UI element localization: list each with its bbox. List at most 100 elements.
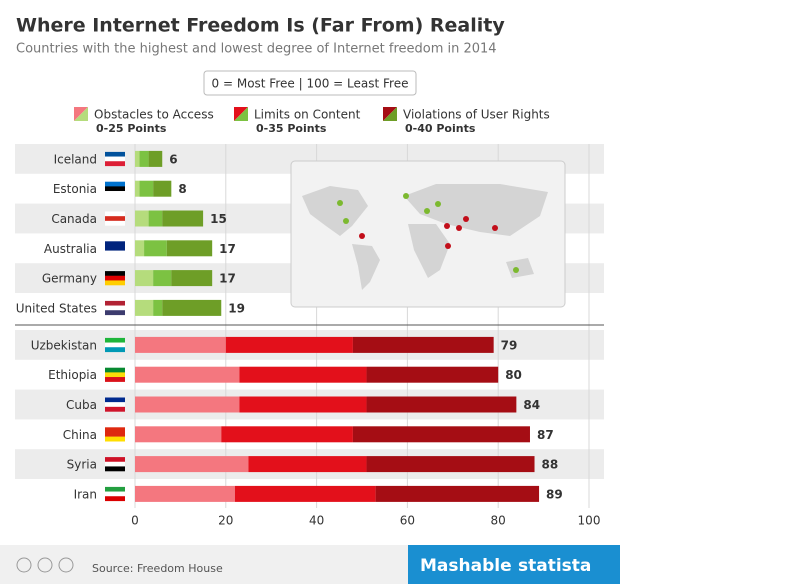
flag	[105, 397, 125, 403]
bar-segment	[148, 210, 163, 227]
bar-segment	[153, 270, 172, 287]
publisher: statista	[518, 556, 591, 576]
total-label: 87	[537, 428, 554, 442]
bar-segment	[366, 396, 517, 413]
legend-label: Limits on Content	[254, 108, 361, 122]
total-label: 15	[210, 212, 227, 226]
total-label: 17	[219, 242, 236, 256]
flag	[105, 367, 125, 373]
bar-segment	[135, 396, 240, 413]
flag	[105, 431, 125, 437]
flag	[105, 156, 125, 162]
category-label: Uzbekistan	[31, 338, 97, 352]
bar-segment	[139, 180, 154, 197]
legend-label: Violations of User Rights	[403, 108, 550, 122]
total-label: 84	[523, 398, 540, 412]
bar-segment	[171, 270, 213, 287]
bar-segment	[135, 150, 140, 167]
flag	[105, 300, 125, 306]
category-label: Iceland	[54, 152, 97, 166]
bar-segment	[352, 336, 494, 353]
x-tick-label: 60	[400, 514, 415, 528]
flag	[105, 161, 125, 167]
flag	[105, 216, 125, 222]
flag	[105, 347, 125, 353]
chart-subtitle: Countries with the highest and lowest de…	[16, 42, 497, 57]
bar-segment	[352, 426, 530, 443]
bar-segment	[162, 210, 204, 227]
flag	[105, 186, 125, 192]
x-tick-label: 20	[218, 514, 233, 528]
bar-segment	[135, 456, 249, 473]
legend-range: 0-40 Points	[405, 122, 476, 135]
category-label: China	[63, 428, 97, 442]
bar-segment	[239, 366, 367, 383]
category-label: United States	[16, 301, 97, 315]
x-tick-label: 100	[578, 514, 601, 528]
category-label: Iran	[74, 487, 97, 501]
world-map	[290, 160, 566, 308]
total-label: 89	[546, 487, 563, 501]
flag	[105, 245, 125, 251]
bar-segment	[144, 240, 167, 257]
bar-segment	[135, 336, 226, 353]
flag	[105, 406, 125, 412]
flag	[105, 280, 125, 286]
legend-swatch	[383, 107, 397, 121]
bar-segment	[139, 150, 149, 167]
source: Source: Freedom House	[92, 562, 223, 575]
x-tick-label: 40	[309, 514, 324, 528]
flag	[105, 436, 125, 442]
bar-segment	[234, 485, 376, 502]
total-label: 79	[501, 338, 518, 352]
scale-note-box	[203, 70, 417, 96]
brand: Mashable	[420, 556, 512, 576]
brand-banner	[408, 545, 620, 584]
total-label: 19	[228, 301, 245, 315]
bar-segment	[239, 396, 367, 413]
flag	[105, 337, 125, 343]
category-label: Cuba	[66, 398, 97, 412]
legend-swatch	[234, 107, 248, 121]
flag	[105, 220, 125, 226]
flag	[105, 250, 125, 256]
bar-segment	[148, 150, 163, 167]
bar-segment	[135, 485, 235, 502]
legend-swatch	[74, 107, 88, 121]
total-label: 17	[219, 272, 236, 286]
flag	[105, 271, 125, 276]
chart-title: Where Internet Freedom Is (Far From) Rea…	[16, 15, 505, 37]
bar-segment	[135, 210, 149, 227]
flag	[105, 181, 125, 187]
flag	[105, 491, 125, 497]
flag	[105, 211, 125, 217]
bar-segment	[225, 336, 353, 353]
bar-segment	[221, 426, 353, 443]
bar-segment	[135, 240, 145, 257]
total-label: 6	[169, 152, 177, 166]
x-tick-label: 80	[491, 514, 506, 528]
legend-range: 0-35 Points	[256, 122, 327, 135]
license-icons	[16, 557, 74, 573]
category-label: Syria	[67, 458, 97, 472]
flag	[105, 372, 125, 378]
bar-segment	[135, 270, 154, 287]
total-label: 8	[178, 182, 186, 196]
x-tick-label: 0	[131, 514, 139, 528]
flag	[105, 461, 125, 467]
flag	[105, 402, 125, 408]
flag	[105, 466, 125, 472]
flag	[105, 241, 125, 247]
bar-segment	[248, 456, 367, 473]
bar-segment	[153, 180, 172, 197]
bar-segment	[135, 426, 222, 443]
flag	[105, 305, 125, 311]
flag	[105, 486, 125, 492]
bar-segment	[366, 366, 499, 383]
category-label: Australia	[44, 242, 97, 256]
total-label: 80	[505, 368, 522, 382]
flag	[105, 151, 125, 157]
scale-note: 0 = Most Free | 100 = Least Free	[212, 77, 409, 91]
flag	[105, 457, 125, 462]
